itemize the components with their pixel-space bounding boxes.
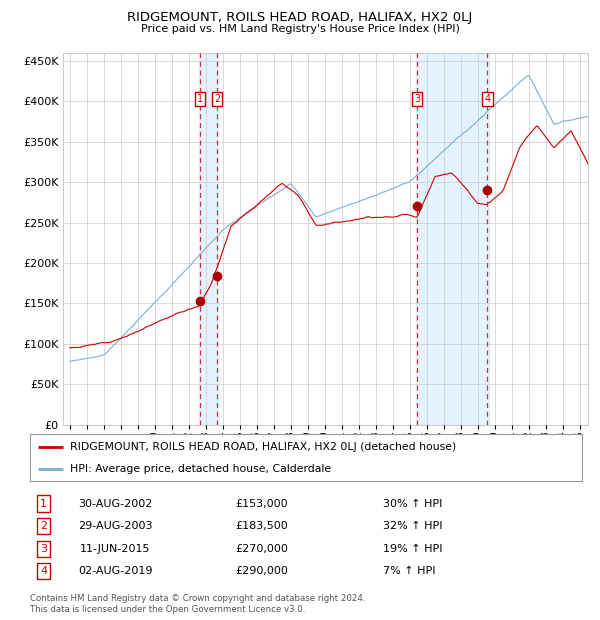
Text: 4: 4 [484, 94, 490, 104]
Text: £290,000: £290,000 [235, 566, 288, 576]
Text: 2: 2 [40, 521, 47, 531]
Text: 7% ↑ HPI: 7% ↑ HPI [383, 566, 436, 576]
Text: £153,000: £153,000 [236, 498, 288, 508]
Text: RIDGEMOUNT, ROILS HEAD ROAD, HALIFAX, HX2 0LJ (detached house): RIDGEMOUNT, ROILS HEAD ROAD, HALIFAX, HX… [70, 442, 456, 452]
Text: Price paid vs. HM Land Registry's House Price Index (HPI): Price paid vs. HM Land Registry's House … [140, 24, 460, 33]
Text: 30% ↑ HPI: 30% ↑ HPI [383, 498, 443, 508]
Text: 3: 3 [40, 544, 47, 554]
Text: 11-JUN-2015: 11-JUN-2015 [80, 544, 151, 554]
Text: This data is licensed under the Open Government Licence v3.0.: This data is licensed under the Open Gov… [30, 604, 305, 614]
Text: 1: 1 [40, 498, 47, 508]
Text: 30-AUG-2002: 30-AUG-2002 [79, 498, 153, 508]
Text: £183,500: £183,500 [235, 521, 288, 531]
Text: 29-AUG-2003: 29-AUG-2003 [79, 521, 153, 531]
Text: HPI: Average price, detached house, Calderdale: HPI: Average price, detached house, Cald… [70, 464, 331, 474]
Text: Contains HM Land Registry data © Crown copyright and database right 2024.: Contains HM Land Registry data © Crown c… [30, 594, 365, 603]
Text: RIDGEMOUNT, ROILS HEAD ROAD, HALIFAX, HX2 0LJ: RIDGEMOUNT, ROILS HEAD ROAD, HALIFAX, HX… [127, 11, 473, 24]
Bar [416, 53, 489, 425]
Text: 4: 4 [40, 566, 47, 576]
Text: 3: 3 [414, 94, 420, 104]
Text: 2: 2 [214, 94, 220, 104]
Text: 19% ↑ HPI: 19% ↑ HPI [383, 544, 443, 554]
Text: 02-AUG-2019: 02-AUG-2019 [79, 566, 153, 576]
Text: 1: 1 [197, 94, 203, 104]
Text: £270,000: £270,000 [235, 544, 288, 554]
Bar [199, 53, 218, 425]
Text: 32% ↑ HPI: 32% ↑ HPI [383, 521, 443, 531]
